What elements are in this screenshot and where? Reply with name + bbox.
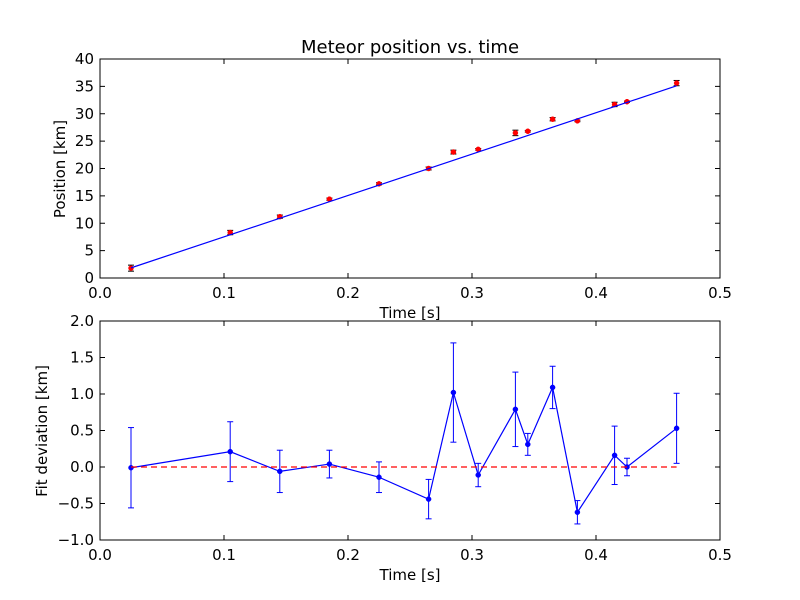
position-plot-y-axis-label: Position [km] <box>51 120 69 218</box>
position-plot-y-tick-label: 25 <box>75 132 94 150</box>
deviation-plot-x-tick-label: 0.4 <box>584 546 608 564</box>
deviation-plot-x-tick-label: 0.1 <box>212 546 236 564</box>
deviation-plot-y-tick-label: 1.0 <box>70 385 94 403</box>
deviation-plot-data-point <box>574 509 581 516</box>
position-plot-data-point <box>512 130 519 136</box>
position-plot-x-tick-label: 0.3 <box>460 284 484 302</box>
deviation-plot-x-tick-label: 0.3 <box>460 546 484 564</box>
deviation-plot-x-axis-label: Time [s] <box>379 566 441 584</box>
position-plot-y-tick-label: 15 <box>75 187 94 205</box>
deviation-plot-data-point <box>512 406 519 413</box>
deviation-plot-y-tick-label: 1.5 <box>70 349 94 367</box>
position-plot-x-tick-label: 0.0 <box>88 284 112 302</box>
deviation-plot-y-tick-label: 2.0 <box>70 312 94 330</box>
position-plot-x-tick-label: 0.2 <box>336 284 360 302</box>
deviation-plot-data-point <box>673 425 680 432</box>
position-plot-data-point <box>525 128 531 135</box>
position-plot-title: Meteor position vs. time <box>301 37 519 58</box>
position-plot-fit-line <box>130 85 677 269</box>
deviation-plot-y-tick-label: −1.0 <box>58 531 94 549</box>
position-plot-y-tick-label: 0 <box>84 269 94 287</box>
position-plot-y-tick-label: 10 <box>75 214 94 232</box>
position-plot-x-tick-label: 0.1 <box>212 284 236 302</box>
deviation-plot-y-tick-label: −0.5 <box>58 495 94 513</box>
position-plot-y-tick-label: 30 <box>75 105 94 123</box>
position-plot-x-axis-label: Time [s] <box>379 304 441 322</box>
position-plot-y-tick-label: 40 <box>75 50 94 68</box>
deviation-plot-data-point <box>376 474 382 480</box>
deviation-plot-x-tick-label: 0.5 <box>708 546 732 564</box>
deviation-plot-data-point <box>611 452 618 459</box>
position-plot-y-tick-label: 35 <box>75 77 94 95</box>
deviation-plot: Time [s] Fit deviation [km] 0.0 0.1 0.2 0.3… <box>33 312 732 584</box>
position-plot-y-tick-label: 20 <box>75 160 94 178</box>
position-plot-y-tick-label: 5 <box>84 242 94 260</box>
deviation-plot-data-point <box>277 468 283 475</box>
position-plot-x-tick-label: 0.4 <box>584 284 608 302</box>
position-plot: Meteor position vs. time Time [s] Positi… <box>51 37 732 322</box>
deviation-plot-y-axis-label: Fit deviation [km] <box>33 365 51 497</box>
deviation-plot-x-tick-label: 0.2 <box>336 546 360 564</box>
position-plot-data-point <box>128 265 134 271</box>
deviation-plot-x-tick-label: 0.0 <box>88 546 112 564</box>
deviation-plot-data-point <box>450 389 457 396</box>
deviation-plot-data-point <box>525 441 531 448</box>
position-plot-data-point <box>549 116 556 122</box>
deviation-plot-data-point <box>425 496 432 502</box>
deviation-plot-y-tick-label: 0.0 <box>70 458 94 476</box>
position-plot-data-point <box>450 149 457 155</box>
deviation-plot-y-tick-label: 0.5 <box>70 422 94 440</box>
deviation-plot-data-point <box>227 448 233 455</box>
deviation-plot-data-point <box>128 464 134 471</box>
position-plot-data-point <box>673 80 680 86</box>
deviation-plot-data-point <box>549 384 556 391</box>
deviation-plot-data-point <box>475 472 481 478</box>
deviation-plot-data-point <box>326 461 333 467</box>
position-plot-x-tick-label: 0.5 <box>708 284 732 302</box>
